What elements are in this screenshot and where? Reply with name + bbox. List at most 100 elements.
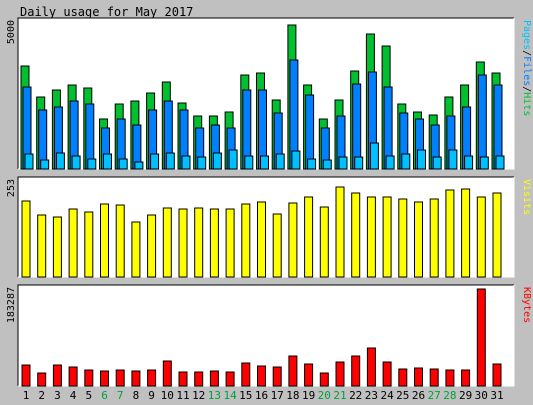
kbytes-panel-border-dark bbox=[17, 284, 514, 386]
pages-bar-day-26 bbox=[417, 149, 426, 170]
visits-ymax-label: 253 bbox=[6, 179, 17, 197]
visits-bar-day-12 bbox=[194, 207, 204, 278]
day-label: 9 bbox=[148, 389, 155, 402]
pages-bar-day-22 bbox=[354, 156, 364, 170]
visits-bar-day-9 bbox=[147, 214, 157, 278]
visits-bar-day-17 bbox=[272, 213, 282, 278]
files-bar-day-22 bbox=[352, 83, 362, 170]
kbytes-bar-day-2 bbox=[37, 372, 47, 387]
day-label: 18 bbox=[286, 389, 299, 402]
visits-bar-day-22 bbox=[351, 192, 361, 278]
series-label-part: KBytes bbox=[521, 287, 532, 323]
pages-bar-day-10 bbox=[165, 152, 175, 170]
visits-bar-day-1 bbox=[21, 200, 31, 278]
kbytes-series-label: KBytes bbox=[521, 287, 532, 323]
pages-bar-day-8 bbox=[134, 161, 144, 170]
visits-bar-day-6 bbox=[100, 203, 109, 278]
pages-bar-day-27 bbox=[432, 156, 442, 170]
visits-bar-day-7 bbox=[115, 204, 125, 278]
visits-bar-day-13 bbox=[209, 208, 219, 278]
visits-bar-day-19 bbox=[304, 196, 314, 278]
kbytes-bar-day-30 bbox=[476, 288, 486, 387]
kbytes-bar-day-7 bbox=[115, 369, 125, 387]
pages-bar-day-15 bbox=[244, 155, 254, 170]
kbytes-bar-day-9 bbox=[147, 369, 157, 387]
visits-bar-day-8 bbox=[131, 221, 141, 278]
kbytes-bar-day-25 bbox=[398, 368, 408, 387]
visits-bar-day-28 bbox=[445, 189, 455, 278]
pages-bar-day-1 bbox=[24, 153, 34, 170]
day-label: 15 bbox=[239, 389, 252, 402]
files-bar-day-30 bbox=[477, 74, 487, 170]
pages-bar-day-18 bbox=[291, 150, 301, 170]
x-axis-day-labels: 1 2 3 4 5 6 7 8 9 10 11 12 13 14 15 16 17 18 19 20 21 22 23 24 2… bbox=[23, 389, 504, 402]
kbytes-bar-day-23 bbox=[366, 347, 376, 387]
kbytes-bar-day-14 bbox=[225, 371, 235, 387]
day-label: 6 bbox=[101, 389, 108, 402]
kbytes-bar-day-21 bbox=[335, 361, 345, 387]
day-label: 16 bbox=[255, 389, 268, 402]
visits-bar-day-4 bbox=[68, 208, 78, 278]
kbytes-bar-day-17 bbox=[272, 366, 282, 387]
visits-bar-day-20 bbox=[319, 206, 329, 278]
hits-files-pages-series-label: Pages/Files/Hits bbox=[521, 20, 532, 116]
series-label-part: / bbox=[521, 86, 532, 92]
visits-bar-day-2 bbox=[37, 214, 47, 278]
kbytes-bar-day-16 bbox=[257, 365, 266, 387]
hits-files-pages-panel: 5000 Pages/Files/Hits bbox=[6, 17, 532, 170]
kbytes-bar-day-20 bbox=[319, 372, 329, 387]
visits-bar-day-29 bbox=[461, 188, 471, 278]
day-label: 25 bbox=[396, 389, 409, 402]
kbytes-bar-day-6 bbox=[100, 370, 109, 387]
day-label: 28 bbox=[443, 389, 456, 402]
kbytes-bar-day-4 bbox=[68, 366, 78, 387]
day-label: 19 bbox=[302, 389, 315, 402]
series-label-part: Hits bbox=[521, 92, 532, 116]
day-label: 20 bbox=[318, 389, 331, 402]
kbytes-bar-day-3 bbox=[52, 364, 62, 387]
day-label: 8 bbox=[133, 389, 140, 402]
pages-bar-day-28 bbox=[448, 149, 458, 170]
kbytes-bar-day-13 bbox=[209, 370, 219, 387]
day-label: 3 bbox=[54, 389, 61, 402]
pages-bar-day-14 bbox=[228, 149, 238, 170]
kbytes-bar-day-8 bbox=[131, 370, 141, 387]
day-label: 1 bbox=[23, 389, 30, 402]
visits-bar-day-30 bbox=[476, 196, 486, 278]
day-label: 31 bbox=[490, 389, 503, 402]
kbytes-bar-day-10 bbox=[162, 360, 172, 387]
kbytes-bar-day-1 bbox=[21, 364, 31, 387]
day-label: 4 bbox=[70, 389, 77, 402]
kbytes-bar-day-18 bbox=[288, 355, 298, 387]
day-label: 13 bbox=[208, 389, 221, 402]
visits-bar-day-26 bbox=[414, 201, 423, 278]
pages-bar-day-4 bbox=[71, 155, 81, 170]
pages-bar-day-30 bbox=[479, 156, 489, 170]
visits-bar-day-14 bbox=[225, 208, 235, 278]
day-label: 10 bbox=[161, 389, 174, 402]
pages-bar-day-5 bbox=[87, 158, 97, 170]
kbytes-bar-day-24 bbox=[382, 361, 392, 387]
pages-bar-day-25 bbox=[401, 153, 411, 170]
day-label: 26 bbox=[412, 389, 425, 402]
files-bar-day-19 bbox=[305, 94, 315, 170]
pages-bar-day-6 bbox=[103, 153, 112, 170]
series-label-part: / bbox=[521, 50, 532, 56]
pages-bar-day-17 bbox=[275, 153, 285, 170]
kbytes-panel: 183287 KBytes bbox=[6, 284, 532, 387]
pages-bar-day-16 bbox=[260, 155, 269, 170]
pages-bar-day-29 bbox=[464, 155, 474, 170]
visits-bar-day-5 bbox=[84, 211, 94, 278]
kbytes-bar-day-11 bbox=[178, 371, 188, 387]
visits-bar-day-18 bbox=[288, 202, 298, 278]
visits-bar-day-27 bbox=[429, 198, 439, 278]
kbytes-ymax-label: 183287 bbox=[6, 287, 17, 323]
pages-bar-day-3 bbox=[55, 152, 65, 170]
kbytes-bar-day-28 bbox=[445, 369, 455, 387]
visits-bar-day-23 bbox=[366, 196, 376, 278]
pages-bar-day-20 bbox=[322, 159, 332, 170]
series-label-part: Visits bbox=[521, 179, 532, 215]
series-label-part: Pages bbox=[521, 20, 532, 50]
day-label: 12 bbox=[192, 389, 205, 402]
